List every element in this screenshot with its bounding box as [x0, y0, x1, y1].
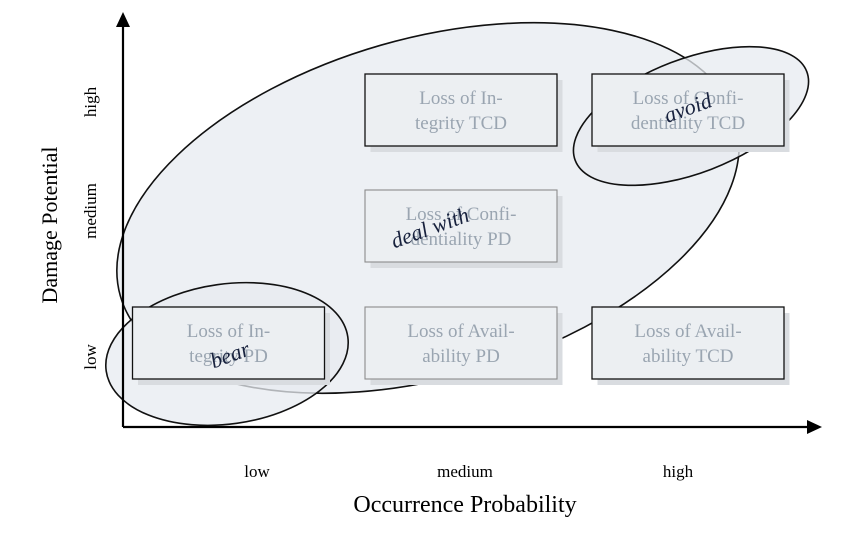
svg-text:low: low — [81, 344, 100, 370]
svg-text:medium: medium — [81, 183, 100, 239]
svg-text:ability TCD: ability TCD — [643, 346, 734, 367]
svg-text:Loss of Avail-: Loss of Avail- — [634, 321, 741, 342]
svg-text:ability PD: ability PD — [422, 346, 500, 367]
svg-text:Loss of In-: Loss of In- — [419, 88, 502, 109]
svg-text:low: low — [244, 462, 270, 481]
svg-text:Occurrence Probability: Occurrence Probability — [353, 492, 576, 518]
svg-text:Loss of In-: Loss of In- — [187, 321, 270, 342]
svg-text:high: high — [663, 462, 694, 481]
svg-text:Loss of Avail-: Loss of Avail- — [407, 321, 514, 342]
svg-text:high: high — [81, 86, 100, 117]
svg-text:medium: medium — [437, 462, 493, 481]
svg-text:tegrity TCD: tegrity TCD — [415, 113, 507, 134]
svg-text:Damage Potential: Damage Potential — [37, 146, 62, 303]
